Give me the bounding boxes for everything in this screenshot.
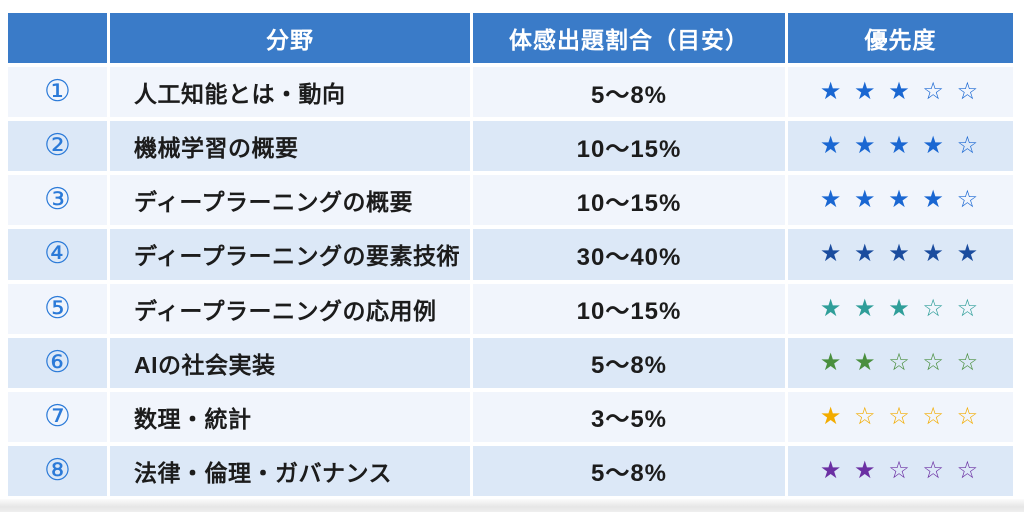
priority-cell: ★ ☆ ☆ ☆ ☆ bbox=[788, 391, 1013, 442]
header-cell-priority: 優先度 bbox=[788, 13, 1013, 63]
priority-stars: ★ ★ ★ ☆ ☆ bbox=[819, 294, 982, 322]
priority-stars: ★ ★ ★ ★ ☆ bbox=[819, 186, 982, 214]
ratio-cell: 30～40% bbox=[473, 229, 785, 280]
priority-stars: ★ ★ ☆ ☆ ☆ bbox=[819, 456, 982, 484]
priority-stars: ★ ☆ ☆ ☆ ☆ bbox=[819, 402, 982, 430]
priority-stars: ★ ★ ★ ★ ★ bbox=[819, 240, 982, 268]
field-cell: 数理・統計 bbox=[110, 391, 470, 442]
ratio-cell: 5～8% bbox=[473, 445, 785, 496]
ratio-cell: 10～15% bbox=[473, 283, 785, 334]
ratio-cell: 3～5% bbox=[473, 391, 785, 442]
row-number-badge: ⑧ bbox=[8, 445, 107, 496]
header-cell-field: 分野 bbox=[110, 13, 470, 63]
priority-cell: ★ ★ ★ ☆ ☆ bbox=[788, 283, 1013, 334]
bottom-edge-shadow bbox=[0, 499, 1024, 512]
header-cell-number bbox=[8, 13, 107, 63]
row-number-badge: ⑤ bbox=[8, 283, 107, 334]
row-number-badge: ① bbox=[8, 67, 107, 118]
field-cell: ディープラーニングの概要 bbox=[110, 175, 470, 226]
priority-cell: ★ ★ ★ ☆ ☆ bbox=[788, 67, 1013, 118]
row-number-badge: ④ bbox=[8, 229, 107, 280]
priority-cell: ★ ★ ☆ ☆ ☆ bbox=[788, 337, 1013, 388]
header-cell-ratio: 体感出題割合（目安） bbox=[473, 13, 785, 63]
priority-stars: ★ ★ ☆ ☆ ☆ bbox=[819, 348, 982, 376]
field-cell: 法律・倫理・ガバナンス bbox=[110, 445, 470, 496]
ratio-cell: 10～15% bbox=[473, 175, 785, 226]
ratio-cell: 5～8% bbox=[473, 67, 785, 118]
field-cell: ディープラーニングの応用例 bbox=[110, 283, 470, 334]
priority-cell: ★ ★ ★ ★ ☆ bbox=[788, 175, 1013, 226]
exam-topics-table: 分野 体感出題割合（目安） 優先度 ① 人工知能とは・動向 5～8% ★ ★ ★… bbox=[8, 13, 1013, 496]
row-number-badge: ⑦ bbox=[8, 391, 107, 442]
ratio-cell: 10～15% bbox=[473, 121, 785, 172]
row-number-badge: ② bbox=[8, 121, 107, 172]
priority-cell: ★ ★ ★ ★ ★ bbox=[788, 229, 1013, 280]
priority-stars: ★ ★ ★ ☆ ☆ bbox=[819, 78, 982, 106]
ratio-cell: 5～8% bbox=[473, 337, 785, 388]
priority-cell: ★ ★ ☆ ☆ ☆ bbox=[788, 445, 1013, 496]
priority-cell: ★ ★ ★ ★ ☆ bbox=[788, 121, 1013, 172]
row-number-badge: ③ bbox=[8, 175, 107, 226]
priority-stars: ★ ★ ★ ★ ☆ bbox=[819, 132, 982, 160]
field-cell: 機械学習の概要 bbox=[110, 121, 470, 172]
row-number-badge: ⑥ bbox=[8, 337, 107, 388]
field-cell: AIの社会実装 bbox=[110, 337, 470, 388]
field-cell: ディープラーニングの要素技術 bbox=[110, 229, 470, 280]
field-cell: 人工知能とは・動向 bbox=[110, 67, 470, 118]
